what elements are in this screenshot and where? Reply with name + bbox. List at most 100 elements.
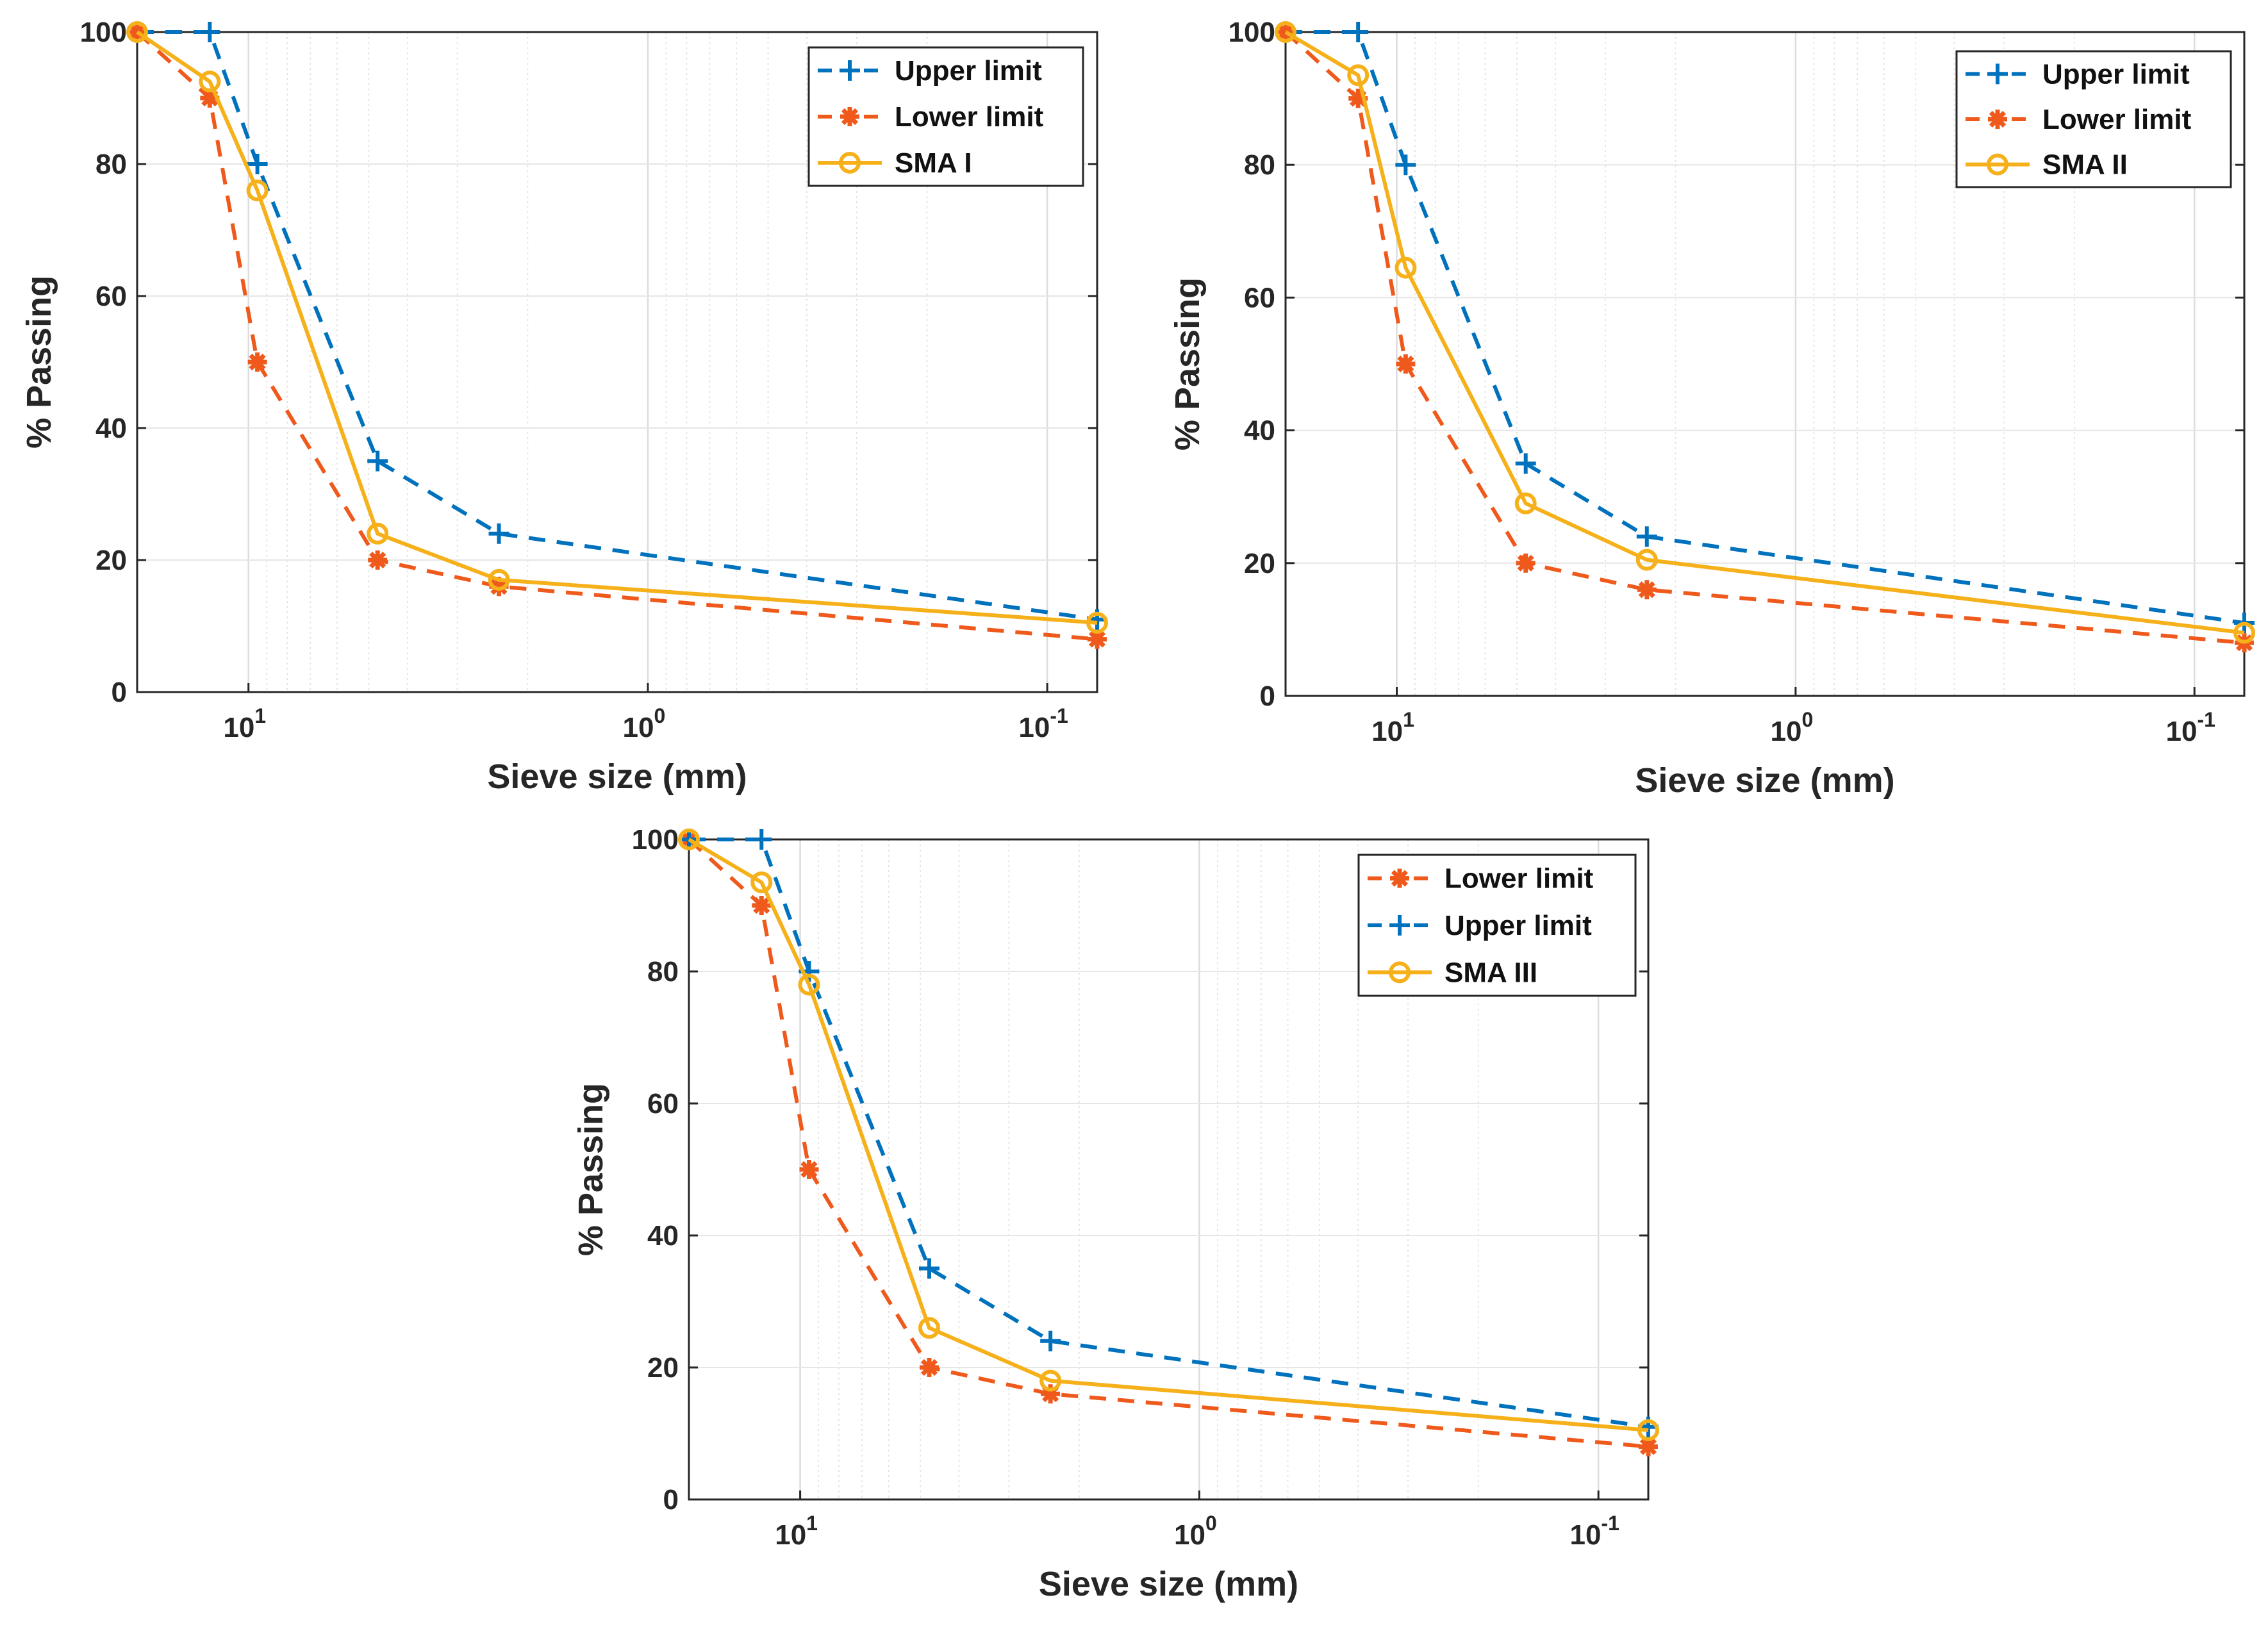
y-axis-title: % Passing [572, 1083, 610, 1256]
y-axis-title: % Passing [1168, 277, 1207, 450]
series-line-sma [688, 838, 1649, 1432]
data-point-lower [1088, 629, 1107, 649]
series-line-upper [137, 30, 1098, 622]
data-point-upper [247, 154, 268, 174]
data-point-lower [1516, 553, 1535, 573]
legend-label: Upper limit [895, 55, 1042, 87]
y-tick-label: 0 [1260, 681, 1275, 712]
legend-label: Lower limit [1444, 863, 1594, 895]
data-point-lower [489, 577, 509, 597]
series-line-lower [135, 30, 1098, 641]
series-line-sma [1284, 30, 2245, 635]
x-tick-base: 10 [1018, 712, 1050, 743]
y-axis-title: % Passing [20, 276, 58, 449]
data-point-upper [199, 22, 220, 42]
legend-label: Lower limit [895, 101, 1044, 133]
series-line-lower [1284, 30, 2245, 645]
legend-marker-sma [1389, 961, 1411, 984]
y-tick-label: 0 [663, 1484, 679, 1515]
y-tick-label: 100 [80, 17, 127, 48]
x-tick-label: 100 [1174, 1512, 1217, 1551]
data-point-sma [199, 70, 221, 93]
x-tick-exponent: 0 [1801, 708, 1813, 731]
data-point-upper [1040, 1330, 1061, 1351]
data-point-sma [798, 973, 820, 996]
legend-label: Lower limit [2042, 104, 2192, 135]
series-line-lower [687, 838, 1649, 1449]
legend-marker-lower [1390, 868, 1409, 888]
data-point-sma [1635, 549, 1658, 571]
data-point-sma [2233, 622, 2255, 644]
data-point-lower [1396, 354, 1416, 374]
x-tick-base: 10 [223, 712, 254, 743]
data-point-sma [126, 21, 148, 43]
y-tick-label: 0 [112, 677, 127, 708]
legend: Upper limit Lower limit SMA I [807, 46, 1084, 187]
legend-label: Upper limit [1444, 910, 1592, 941]
data-point-upper [1395, 154, 1416, 176]
y-tick-label: 80 [95, 149, 127, 180]
legend-marker-lower [840, 107, 859, 126]
x-tick-base: 10 [775, 1519, 806, 1551]
data-point-lower [919, 1358, 939, 1377]
plot-frame [688, 838, 1650, 1501]
legend-label: SMA I [895, 147, 972, 179]
data-point-sma [488, 568, 510, 591]
legend-marker-lower [1988, 110, 2007, 129]
legend-marker-upper [1389, 915, 1410, 936]
y-tick-label: 100 [632, 824, 679, 855]
x-tick-base: 10 [1569, 1519, 1601, 1551]
y-tick-label: 40 [1244, 415, 1275, 447]
data-point-lower [1348, 88, 1368, 108]
data-point-upper [751, 829, 772, 850]
y-tick-label: 20 [647, 1352, 679, 1383]
data-point-upper [367, 450, 388, 472]
data-point-upper [1348, 22, 1369, 42]
data-point-lower [247, 352, 267, 372]
plot-frame [1284, 31, 2246, 697]
data-point-upper [918, 1258, 939, 1279]
x-axis-title: Sieve size (mm) [1039, 1565, 1298, 1603]
plot-frame [136, 31, 1098, 693]
x-tick-label: 10-1 [1569, 1512, 1619, 1551]
data-point-sma [678, 829, 700, 850]
data-point-sma [367, 522, 389, 545]
x-tick-label: 101 [775, 1512, 818, 1551]
data-point-upper [488, 523, 509, 544]
x-tick-base: 10 [1371, 716, 1403, 747]
x-tick-base: 10 [2166, 716, 2198, 747]
x-tick-label: 101 [1371, 708, 1414, 747]
y-tick-label: 80 [647, 956, 679, 987]
legend-marker-sma [1987, 153, 2008, 176]
x-tick-label: 10-1 [1018, 704, 1068, 743]
legend: Upper limit Lower limit SMA II [1955, 50, 2232, 188]
data-point-sma [1086, 611, 1108, 634]
data-point-lower [752, 896, 772, 915]
x-axis-title: Sieve size (mm) [1635, 761, 1894, 800]
x-tick-label: 100 [623, 704, 666, 743]
legend-marker-upper [840, 60, 860, 81]
y-tick-label: 40 [647, 1220, 679, 1251]
x-tick-label: 100 [1770, 708, 1813, 747]
legend: Lower limit Upper limit SMA III [1357, 854, 1637, 997]
x-axis-title: Sieve size (mm) [487, 757, 747, 796]
x-tick-exponent: 1 [806, 1512, 818, 1535]
x-tick-exponent: 0 [654, 704, 666, 727]
legend-label: Upper limit [2042, 58, 2190, 90]
data-point-sma [1637, 1419, 1659, 1441]
series-line-sma [136, 30, 1098, 625]
data-point-sma [750, 871, 773, 893]
series-sma [126, 21, 1108, 634]
x-tick-exponent: 1 [1403, 708, 1414, 731]
y-tick-label: 60 [647, 1088, 679, 1119]
x-tick-base: 10 [1770, 716, 1801, 747]
series-line-upper [689, 838, 1649, 1429]
series-sma [1275, 21, 2255, 644]
y-tick-label: 40 [95, 413, 127, 444]
y-tick-label: 20 [95, 545, 127, 576]
data-point-sma [1347, 64, 1370, 87]
